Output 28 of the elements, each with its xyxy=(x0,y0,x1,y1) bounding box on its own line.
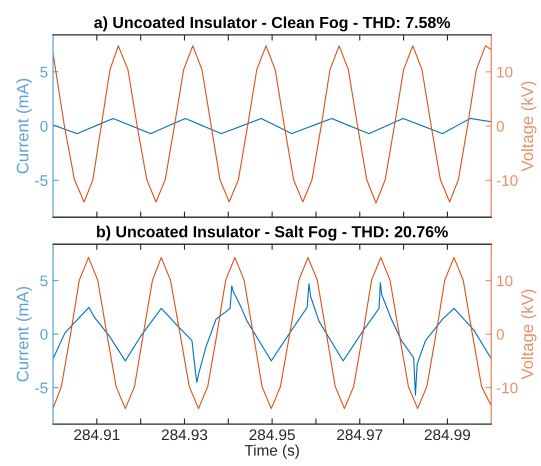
x-tick-label: 284.91 xyxy=(74,429,120,440)
line-series xyxy=(53,257,492,410)
y-tick-label: 5 xyxy=(40,66,48,78)
y2-tick-label: 0 xyxy=(496,120,504,132)
line-series xyxy=(53,282,492,396)
y-axis-title: Current (mA) xyxy=(16,287,32,382)
line-series xyxy=(53,45,492,204)
y-tick-label: 0 xyxy=(40,328,48,340)
y2-axis-title: Voltage (kV) xyxy=(520,290,536,380)
y-axis-title: Current (mA) xyxy=(16,78,32,174)
x-tick-label: 284.99 xyxy=(424,429,470,440)
y2-tick-label: -10 xyxy=(496,175,518,186)
x-tick-label: 284.97 xyxy=(337,429,382,440)
y2-tick-label: 10 xyxy=(497,66,512,78)
y-tick-label: 0 xyxy=(40,120,48,132)
y2-tick-label: 0 xyxy=(496,328,504,340)
y-tick-label: -5 xyxy=(35,175,48,186)
x-tick-label: 284.93 xyxy=(162,429,208,440)
line-series xyxy=(53,118,492,134)
y2-tick-label: 10 xyxy=(497,275,512,286)
chart-title: b) Uncoated Insulator - Salt Fog - THD: 20.76% xyxy=(97,226,448,241)
y-tick-label: -5 xyxy=(35,382,48,394)
y-tick-label: 5 xyxy=(40,276,48,286)
y2-axis-title: Voltage (kV) xyxy=(520,82,536,172)
chart-title: a) Uncoated Insulator - Clean Fog - THD: 7.58% xyxy=(94,16,450,32)
x-tick-label: 284.95 xyxy=(250,429,295,440)
x-axis-title: Time (s) xyxy=(244,444,299,459)
y2-tick-label: -10 xyxy=(496,382,518,394)
